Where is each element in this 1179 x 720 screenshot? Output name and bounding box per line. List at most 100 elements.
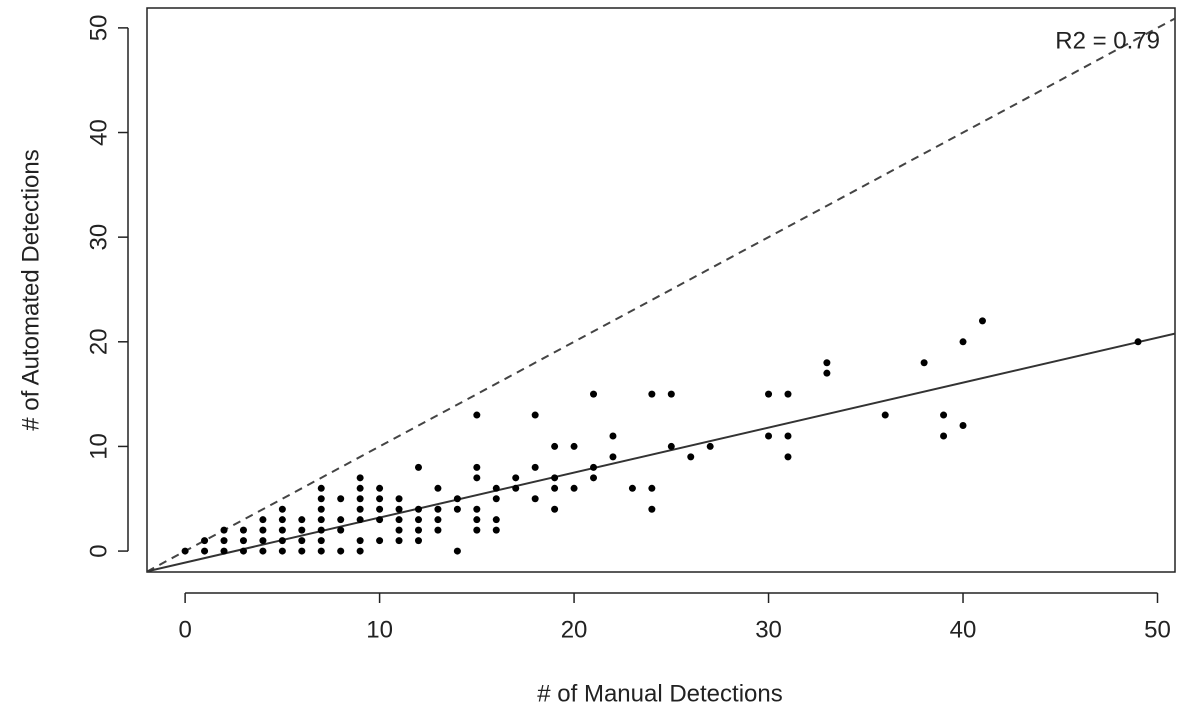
point	[317, 516, 325, 524]
point	[220, 547, 228, 555]
point	[337, 516, 345, 524]
point	[823, 359, 831, 367]
point	[337, 526, 345, 534]
point	[570, 484, 578, 492]
point	[298, 537, 306, 545]
point	[434, 526, 442, 534]
point	[395, 495, 403, 503]
point	[473, 463, 481, 471]
point	[551, 442, 559, 450]
x-axis-title: # of Manual Detections	[537, 680, 782, 707]
point	[570, 442, 578, 450]
point	[687, 453, 695, 461]
point	[784, 453, 792, 461]
plot-box	[146, 7, 1176, 573]
point	[590, 390, 598, 398]
point	[667, 442, 675, 450]
point	[531, 411, 539, 419]
point	[648, 484, 656, 492]
point	[376, 516, 384, 524]
point	[317, 495, 325, 503]
x-tick-label: 10	[366, 616, 393, 643]
point	[706, 442, 714, 450]
point	[239, 526, 247, 534]
point	[298, 526, 306, 534]
point	[259, 537, 267, 545]
point	[414, 526, 422, 534]
y-tick-label: 40	[85, 119, 112, 146]
point	[512, 484, 520, 492]
point	[765, 432, 773, 440]
point	[959, 338, 967, 346]
point	[259, 526, 267, 534]
point	[356, 484, 364, 492]
point	[317, 537, 325, 545]
point	[531, 463, 539, 471]
point	[395, 516, 403, 524]
point	[337, 547, 345, 555]
point	[356, 516, 364, 524]
y-tick-label: 20	[85, 328, 112, 355]
point	[298, 547, 306, 555]
y-tick-label: 10	[85, 433, 112, 460]
point	[473, 474, 481, 482]
point	[317, 505, 325, 513]
point	[181, 547, 189, 555]
point	[356, 495, 364, 503]
point	[278, 537, 286, 545]
point	[667, 390, 675, 398]
point	[823, 369, 831, 377]
point	[881, 411, 889, 419]
point	[920, 359, 928, 367]
point	[940, 432, 948, 440]
x-tick-label: 0	[178, 616, 191, 643]
x-tick-label: 20	[561, 616, 588, 643]
point	[590, 474, 598, 482]
point	[414, 537, 422, 545]
point	[201, 547, 209, 555]
point	[492, 495, 500, 503]
point	[356, 505, 364, 513]
point	[376, 505, 384, 513]
point	[414, 463, 422, 471]
x-tick-label: 50	[1144, 616, 1171, 643]
x-tick-label: 30	[755, 616, 782, 643]
point	[551, 484, 559, 492]
point	[317, 484, 325, 492]
point	[784, 390, 792, 398]
point	[395, 537, 403, 545]
point	[239, 537, 247, 545]
point	[453, 547, 461, 555]
point	[978, 317, 986, 325]
point	[590, 463, 598, 471]
point	[492, 484, 500, 492]
point	[317, 526, 325, 534]
y-tick-label: 0	[85, 544, 112, 557]
point	[473, 411, 481, 419]
point	[453, 505, 461, 513]
point	[609, 432, 617, 440]
point	[220, 526, 228, 534]
point	[337, 495, 345, 503]
point	[784, 432, 792, 440]
point	[531, 495, 539, 503]
point	[376, 495, 384, 503]
point	[765, 390, 773, 398]
annotation: R2 = 0.79	[1055, 27, 1160, 54]
point	[278, 516, 286, 524]
point	[609, 453, 617, 461]
point	[473, 516, 481, 524]
point	[492, 526, 500, 534]
point	[356, 474, 364, 482]
y-tick-label: 50	[85, 15, 112, 42]
point	[1134, 338, 1142, 346]
y-tick-label: 30	[85, 224, 112, 251]
point	[356, 547, 364, 555]
point	[940, 411, 948, 419]
fit-line	[147, 332, 1175, 572]
point	[551, 505, 559, 513]
point	[259, 547, 267, 555]
point	[434, 505, 442, 513]
point	[259, 516, 267, 524]
